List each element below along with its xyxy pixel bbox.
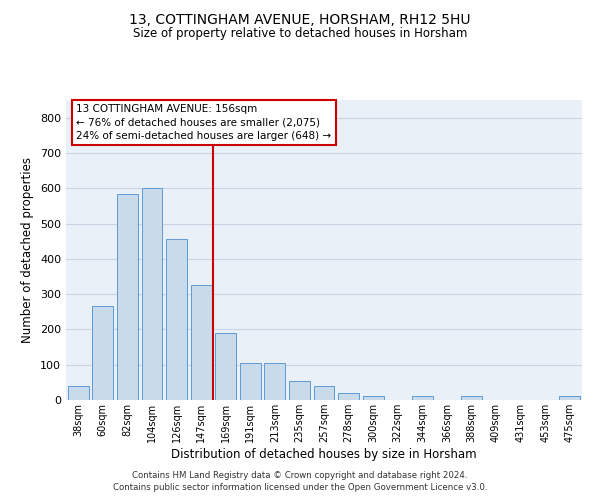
Text: 13, COTTINGHAM AVENUE, HORSHAM, RH12 5HU: 13, COTTINGHAM AVENUE, HORSHAM, RH12 5HU xyxy=(129,12,471,26)
Y-axis label: Number of detached properties: Number of detached properties xyxy=(22,157,34,343)
Text: Size of property relative to detached houses in Horsham: Size of property relative to detached ho… xyxy=(133,28,467,40)
Bar xyxy=(289,380,310,400)
Bar xyxy=(166,240,187,400)
Bar xyxy=(559,396,580,400)
Bar xyxy=(314,386,334,400)
Bar xyxy=(191,286,212,400)
Bar xyxy=(338,393,359,400)
Bar xyxy=(412,396,433,400)
Bar xyxy=(240,363,261,400)
Bar xyxy=(215,333,236,400)
Text: Contains public sector information licensed under the Open Government Licence v3: Contains public sector information licen… xyxy=(113,484,487,492)
Bar xyxy=(68,386,89,400)
Text: Contains HM Land Registry data © Crown copyright and database right 2024.: Contains HM Land Registry data © Crown c… xyxy=(132,471,468,480)
Text: 13 COTTINGHAM AVENUE: 156sqm
← 76% of detached houses are smaller (2,075)
24% of: 13 COTTINGHAM AVENUE: 156sqm ← 76% of de… xyxy=(76,104,331,141)
Bar xyxy=(362,396,383,400)
Bar xyxy=(117,194,138,400)
Bar xyxy=(142,188,163,400)
Bar xyxy=(461,396,482,400)
Bar xyxy=(92,306,113,400)
Bar xyxy=(265,363,286,400)
X-axis label: Distribution of detached houses by size in Horsham: Distribution of detached houses by size … xyxy=(171,448,477,461)
